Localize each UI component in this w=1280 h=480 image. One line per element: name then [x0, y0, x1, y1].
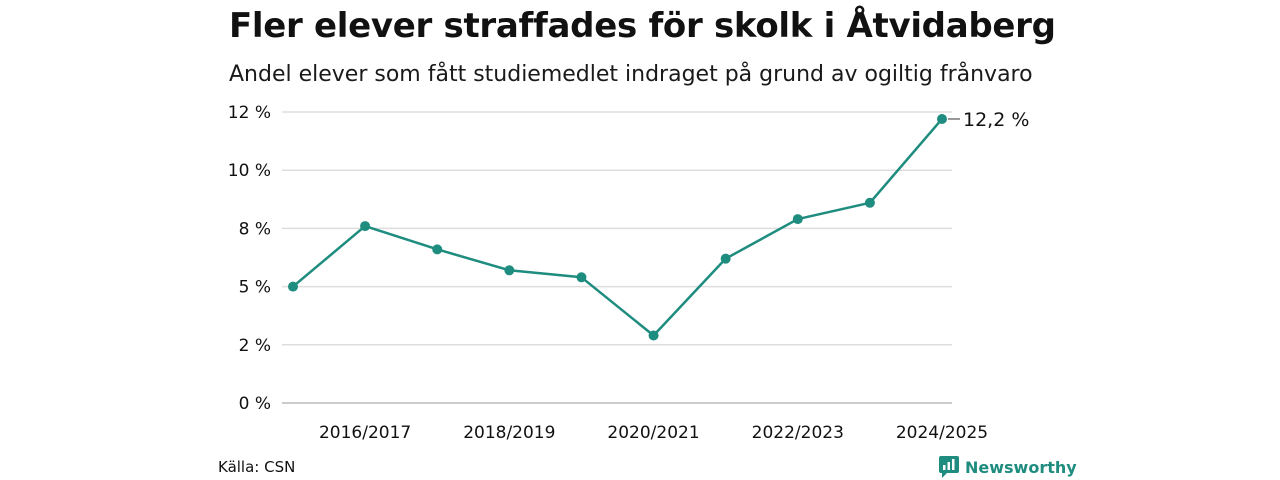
data-point — [432, 244, 443, 255]
source-label: Källa: CSN — [218, 458, 296, 476]
data-point — [576, 272, 587, 283]
x-tick-label: 2024/2025 — [896, 423, 988, 443]
data-point — [792, 214, 803, 225]
newsworthy-icon — [939, 456, 959, 478]
data-point — [360, 221, 371, 232]
data-point — [864, 197, 875, 208]
y-tick-label: 2 % — [239, 336, 271, 356]
y-tick-label: 0 % — [239, 394, 271, 414]
end-value-label: 12,2 % — [963, 109, 1029, 131]
y-tick-label: 5 % — [239, 278, 271, 298]
data-point — [504, 265, 515, 276]
chart-subtitle: Andel elever som fått studiemedlet indra… — [229, 62, 1033, 87]
data-point — [720, 253, 731, 264]
y-tick-label: 8 % — [239, 219, 271, 239]
line-chart: 0 % 2 % 5 % 8 % 10 % 12 % 2016/2017 2018/2019 20… — [228, 103, 1030, 443]
series-line — [292, 118, 943, 337]
x-tick-label: 2022/2023 — [752, 423, 844, 443]
brand-logo: Newsworthy — [939, 456, 1077, 478]
x-tick-label: 2016/2017 — [319, 423, 411, 443]
y-tick-label: 10 % — [228, 161, 271, 181]
y-tick-label: 12 % — [228, 103, 271, 123]
data-point — [937, 113, 947, 124]
chart-title: Fler elever straffades för skolk i Åtvid… — [229, 6, 1056, 46]
data-point — [648, 330, 659, 341]
x-tick-label: 2018/2019 — [463, 423, 555, 443]
x-tick-label: 2020/2021 — [607, 423, 699, 443]
brand-name: Newsworthy — [965, 457, 1077, 477]
data-point — [288, 281, 298, 292]
